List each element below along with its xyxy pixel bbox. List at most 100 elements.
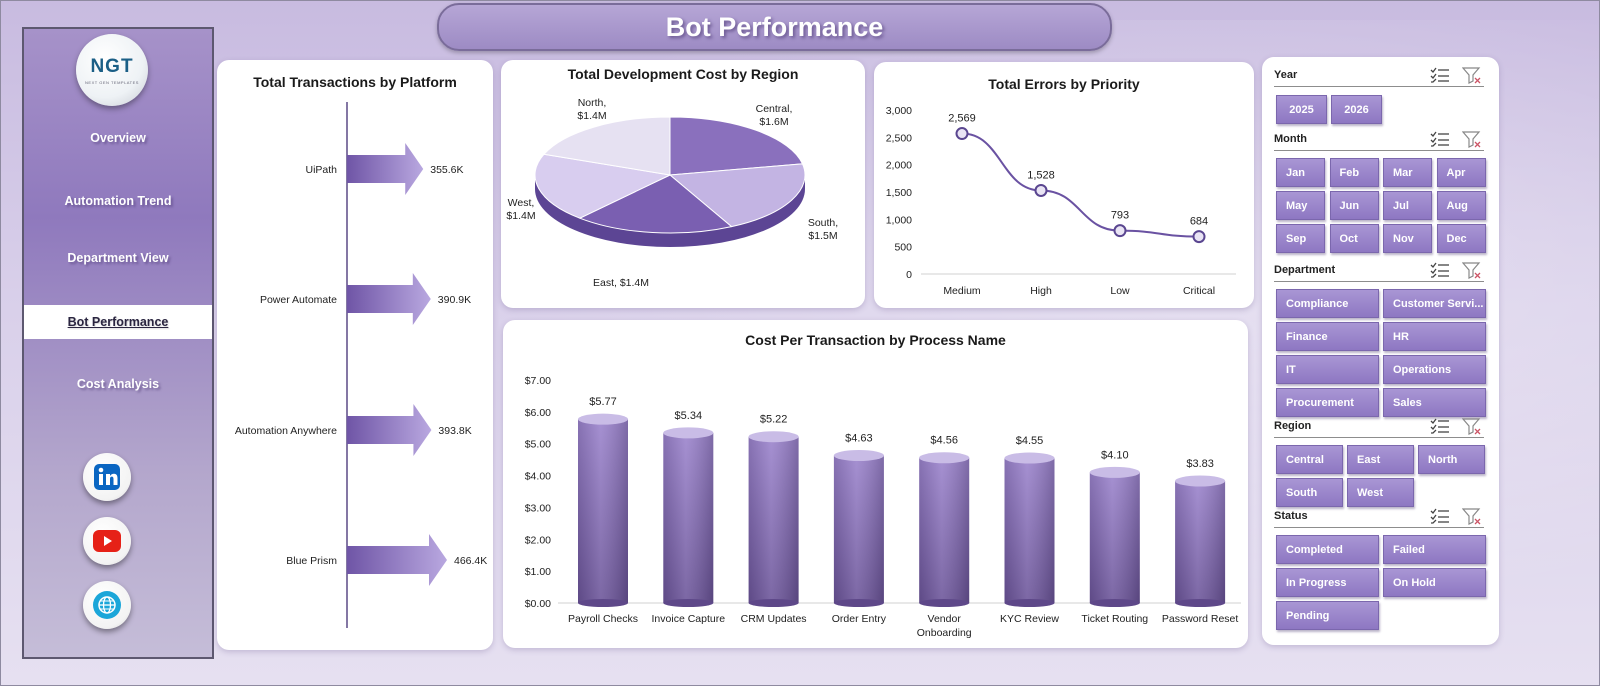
logo-subtext: NEXT GEN TEMPLATES: [85, 79, 139, 85]
filter-chip-month[interactable]: Nov: [1383, 224, 1432, 253]
multi-select-icon[interactable]: [1430, 131, 1450, 150]
logo[interactable]: NGT NEXT GEN TEMPLATES: [76, 34, 148, 106]
data-label-line: South,: [808, 217, 838, 229]
nav-item-label: Department View: [67, 251, 169, 265]
data-label-line: $1.5M: [808, 230, 837, 242]
data-point: [1192, 230, 1206, 244]
data-label-line: $1.4M: [506, 210, 535, 222]
filter-chip-department[interactable]: Compliance: [1276, 289, 1379, 318]
filter-chip-department[interactable]: HR: [1383, 322, 1486, 351]
filter-chip-year[interactable]: 2026: [1331, 95, 1382, 124]
filter-chip-region[interactable]: South: [1276, 478, 1343, 507]
y-tick-label: 500: [894, 242, 912, 254]
data-label: 684: [1190, 216, 1208, 228]
y-tick-label: $5.00: [525, 439, 551, 451]
filter-chip-status[interactable]: In Progress: [1276, 568, 1379, 597]
clear-filter-icon[interactable]: [1461, 131, 1482, 152]
nav-item-department-view[interactable]: Department View: [24, 241, 212, 275]
clear-filter-icon[interactable]: [1461, 418, 1482, 439]
data-label: West, $1.4M: [506, 197, 535, 222]
data-label: $4.55: [1016, 435, 1044, 447]
filter-chip-status[interactable]: Pending: [1276, 601, 1379, 630]
filter-chip-department[interactable]: Sales: [1383, 388, 1486, 417]
chart-title: Total Development Cost by Region: [567, 66, 799, 82]
filter-chip-department[interactable]: Operations: [1383, 355, 1486, 384]
nav-item-automation-trend[interactable]: Automation Trend: [24, 184, 212, 218]
filter-chip-month[interactable]: May: [1276, 191, 1325, 220]
multi-select-icon[interactable]: [1430, 262, 1450, 281]
filter-chip-month[interactable]: Oct: [1329, 224, 1379, 253]
multi-select-icon[interactable]: [1430, 418, 1450, 437]
logo-text: NGT: [90, 55, 134, 77]
filter-chip-department[interactable]: Procurement: [1276, 388, 1379, 417]
nav-item-bot-performance[interactable]: Bot Performance: [24, 305, 212, 339]
filter-chip-status[interactable]: Failed: [1383, 535, 1486, 564]
sidebar: NGT NEXT GEN TEMPLATES Overview Automati…: [22, 27, 214, 659]
nav-item-label: Automation Trend: [64, 194, 172, 208]
data-label: $4.63: [845, 433, 873, 445]
clear-filter-icon[interactable]: [1461, 508, 1482, 529]
column-top: [1089, 466, 1140, 478]
filter-chip-region[interactable]: East: [1347, 445, 1414, 474]
filter-chip-month[interactable]: Aug: [1436, 191, 1486, 220]
filter-label: Region: [1274, 420, 1312, 432]
column-top: [663, 427, 714, 439]
filter-chip-month[interactable]: Jan: [1276, 158, 1325, 187]
column-base: [833, 599, 884, 607]
multi-select-icon[interactable]: [1430, 508, 1450, 527]
filter-chip-month[interactable]: Sep: [1276, 224, 1325, 253]
filter-chip-status[interactable]: Completed: [1276, 535, 1379, 564]
filter-chip-region[interactable]: North: [1418, 445, 1485, 474]
cost-by-region-chart: Central, $1.6M South, $1.5M East, $1.4M West,…: [506, 97, 838, 289]
youtube-button[interactable]: [83, 517, 131, 565]
column-shade: [748, 436, 799, 603]
filter-chip-department[interactable]: IT: [1276, 355, 1379, 384]
filter-chip-region[interactable]: West: [1347, 478, 1414, 507]
nav-item-cost-analysis[interactable]: Cost Analysis: [24, 367, 212, 401]
x-tick-label: CRM Updates: [741, 613, 807, 625]
bar-arrow: [347, 143, 424, 195]
transactions-by-platform-card: Total Transactions by Platform UiPath 355…: [217, 60, 493, 650]
category-label: Automation Anywhere: [235, 425, 337, 437]
filter-chip-month[interactable]: Jul: [1383, 191, 1432, 220]
category-label: UiPath: [305, 164, 337, 176]
cost-per-transaction-chart: $0.00 $1.00 $2.00 $3.00 $4.00 $5.00 $6.00 $7.00…: [525, 375, 1241, 639]
filter-header-year: Year: [1274, 65, 1484, 87]
y-tick-label: $7.00: [525, 375, 551, 387]
column-top: [833, 450, 884, 462]
filter-header-region: Region: [1274, 416, 1484, 438]
x-tick-label: Low: [1110, 285, 1130, 297]
filter-chip-month[interactable]: Mar: [1383, 158, 1432, 187]
filter-chip-month[interactable]: Dec: [1436, 224, 1486, 253]
nav-item-overview[interactable]: Overview: [24, 121, 212, 155]
column-base: [663, 599, 714, 607]
category-label: Power Automate: [260, 294, 337, 306]
clear-filter-icon[interactable]: [1461, 67, 1482, 88]
column-top: [919, 452, 970, 464]
multi-select-icon[interactable]: [1430, 67, 1450, 86]
globe-icon: [93, 591, 121, 619]
filter-chip-region[interactable]: Central: [1276, 445, 1343, 474]
column-shade: [919, 457, 970, 603]
website-button[interactable]: [83, 581, 131, 629]
filter-chip-status[interactable]: On Hold: [1383, 568, 1486, 597]
column-base: [919, 599, 970, 607]
x-tick-label: Onboarding: [917, 627, 972, 639]
filter-chip-month[interactable]: Jun: [1329, 191, 1379, 220]
errors-by-priority-chart: 0 500 1,000 1,500 2,000 2,500 3,000 2,569 Medium…: [886, 105, 1236, 297]
nav-item-label: Bot Performance: [67, 315, 169, 329]
filter-chip-month[interactable]: Feb: [1329, 158, 1379, 187]
column-base: [1089, 599, 1140, 607]
data-label-line: West,: [508, 197, 535, 209]
data-point: [1034, 183, 1048, 197]
filter-chip-department[interactable]: Finance: [1276, 322, 1379, 351]
filter-chip-year[interactable]: 2025: [1276, 95, 1327, 124]
data-label-line: $1.6M: [759, 116, 788, 128]
x-tick-label: Ticket Routing: [1081, 613, 1148, 625]
column-base: [748, 599, 799, 607]
filter-chip-department[interactable]: Customer Servi...: [1383, 289, 1486, 318]
clear-filter-icon[interactable]: [1461, 262, 1482, 283]
data-label: 1,528: [1027, 169, 1055, 181]
filter-chip-month[interactable]: Apr: [1436, 158, 1486, 187]
linkedin-button[interactable]: [83, 453, 131, 501]
